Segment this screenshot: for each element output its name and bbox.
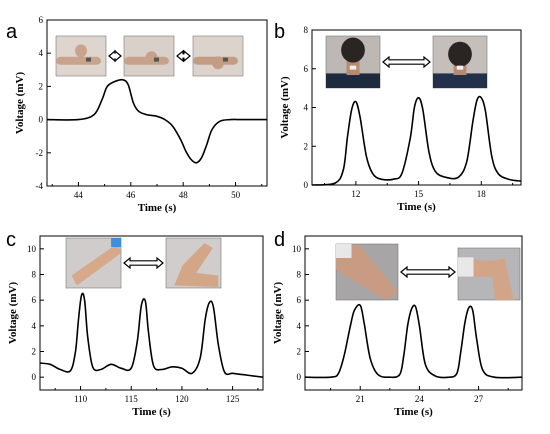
y-tick-label: 8 bbox=[32, 270, 37, 280]
neck-upright-photo bbox=[325, 35, 381, 89]
y-tick-label: 2 bbox=[304, 141, 309, 151]
y-tick-label: 2 bbox=[297, 347, 302, 357]
x-tick-label: 115 bbox=[125, 394, 139, 404]
x-axis-label: Time (s) bbox=[132, 406, 171, 418]
y-tick-label: 4 bbox=[297, 321, 302, 331]
neck-bent-photo bbox=[432, 35, 488, 89]
y-tick-label: 6 bbox=[297, 295, 302, 305]
double-arrow-icon bbox=[382, 55, 431, 69]
x-tick-label: 125 bbox=[226, 394, 240, 404]
elbow-straight-photo bbox=[65, 237, 122, 289]
y-tick-label: 0 bbox=[32, 372, 37, 382]
fist-straight-photo bbox=[123, 35, 175, 77]
y-tick-label: 10 bbox=[292, 244, 302, 254]
panel-c: c 110 115 120 125 0 2 4 6 8 10 Time (s) Voltage (mV) bbox=[6, 229, 264, 418]
y-tick-label: -4 bbox=[36, 181, 44, 191]
series-line bbox=[46, 78, 267, 164]
fist-shape bbox=[75, 44, 87, 58]
shorts-shape bbox=[458, 257, 474, 277]
x-axis-label: Time (s) bbox=[138, 202, 177, 214]
sensor-shape bbox=[223, 57, 228, 62]
y-tick-label: 6 bbox=[32, 295, 37, 305]
x-axis-label: Time (s) bbox=[394, 406, 433, 418]
series-line bbox=[304, 303, 523, 379]
knee-straight-photo bbox=[335, 243, 399, 301]
y-tick-label: 2 bbox=[32, 347, 37, 357]
plot-frame bbox=[39, 235, 264, 391]
y-axis-label: Voltage (mV) bbox=[279, 76, 291, 139]
photo-background bbox=[192, 35, 244, 77]
shorts-shape bbox=[336, 244, 352, 258]
arm-shape bbox=[174, 243, 219, 287]
y-tick-label: 0 bbox=[297, 372, 302, 382]
x-tick-label: 120 bbox=[175, 394, 189, 404]
panel-letter: c bbox=[6, 229, 16, 251]
y-tick-label: -2 bbox=[36, 148, 44, 158]
y-axis-label: Voltage (mV) bbox=[14, 72, 26, 135]
y-tick-label: 4 bbox=[304, 103, 309, 113]
series-line bbox=[39, 292, 264, 378]
y-tick-label: 8 bbox=[297, 270, 302, 280]
photo-background bbox=[123, 35, 175, 77]
y-tick-label: 4 bbox=[39, 48, 44, 58]
fist-shape bbox=[212, 56, 224, 70]
y-tick-label: 8 bbox=[304, 25, 309, 35]
sensor-shape bbox=[349, 65, 357, 70]
knee-bent-photo bbox=[457, 247, 521, 301]
y-axis-label: Voltage (mV) bbox=[272, 282, 284, 345]
x-tick-label: 21 bbox=[356, 394, 365, 404]
y-tick-label: 6 bbox=[304, 64, 309, 74]
head-shape bbox=[341, 37, 365, 63]
fist-bent-up-photo bbox=[55, 35, 107, 77]
x-tick-label: 18 bbox=[477, 189, 487, 199]
plot-frame bbox=[304, 235, 523, 391]
shirt-shape bbox=[326, 73, 380, 88]
x-axis-label: Time (s) bbox=[397, 201, 436, 213]
x-tick-label: 44 bbox=[74, 190, 84, 200]
shirt-shape bbox=[433, 73, 487, 88]
y-tick-label: 10 bbox=[27, 244, 37, 254]
y-axis-label: Voltage (mV) bbox=[7, 282, 19, 345]
fist-bent-down-photo bbox=[192, 35, 244, 77]
x-tick-label: 46 bbox=[126, 190, 136, 200]
head-shape bbox=[448, 41, 472, 67]
panel-b: b 12 15 18 0 2 4 6 8 Time (s) Voltage (mV) bbox=[274, 21, 522, 213]
y-tick-label: 2 bbox=[39, 81, 44, 91]
glove-shape bbox=[111, 238, 121, 247]
x-tick-label: 27 bbox=[474, 394, 484, 404]
sensor-shape bbox=[154, 57, 159, 62]
y-tick-label: 0 bbox=[304, 180, 309, 190]
x-tick-label: 24 bbox=[415, 394, 425, 404]
panel-letter: a bbox=[6, 21, 18, 43]
forearm-shape bbox=[56, 56, 101, 65]
arm-shape bbox=[71, 243, 121, 286]
panel-letter: d bbox=[274, 229, 285, 251]
series-line bbox=[311, 95, 522, 186]
double-arrow-icon bbox=[176, 49, 191, 63]
double-arrow-icon bbox=[123, 256, 164, 270]
x-tick-label: 15 bbox=[414, 189, 424, 199]
double-arrow-icon bbox=[400, 265, 456, 279]
double-arrow-icon bbox=[108, 49, 122, 63]
x-tick-label: 50 bbox=[231, 190, 241, 200]
elbow-bent-photo bbox=[165, 237, 222, 289]
x-tick-label: 110 bbox=[74, 394, 88, 404]
y-tick-label: 4 bbox=[32, 321, 37, 331]
sensor-shape bbox=[86, 57, 91, 62]
sensor-shape bbox=[456, 65, 464, 70]
panel-letter: b bbox=[274, 21, 285, 43]
y-tick-label: 6 bbox=[39, 15, 44, 25]
x-tick-label: 48 bbox=[179, 190, 189, 200]
x-tick-label: 12 bbox=[351, 189, 360, 199]
y-tick-label: 0 bbox=[39, 115, 44, 125]
